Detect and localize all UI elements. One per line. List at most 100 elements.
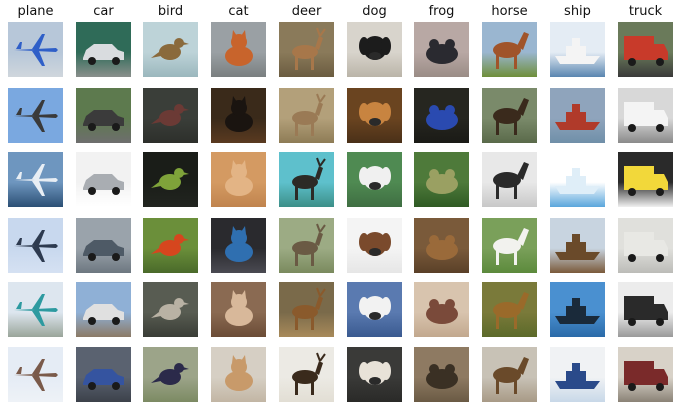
- frog-image-1: [414, 22, 469, 77]
- plane-image-6: [8, 347, 63, 402]
- bird-image-1: [143, 22, 198, 77]
- bird-icon: [151, 363, 189, 385]
- car-icon: [83, 304, 124, 325]
- truck-image-4: [618, 218, 673, 273]
- airplane-icon: [14, 164, 58, 196]
- car-icon: [83, 44, 124, 65]
- car-icon: [83, 110, 124, 131]
- cat-image-2: [211, 88, 266, 143]
- frog-image-2: [414, 88, 469, 143]
- cat-image-4: [211, 218, 266, 273]
- plane-image-3: [8, 152, 63, 207]
- dog-icon: [359, 232, 391, 256]
- horse-icon: [493, 292, 529, 329]
- horse-icon: [493, 228, 529, 265]
- dog-icon: [359, 166, 391, 190]
- deer-image-4: [279, 218, 334, 273]
- deer-image-3: [279, 152, 334, 207]
- ship-icon: [555, 234, 600, 260]
- car-image-6: [76, 347, 131, 402]
- bird-icon: [151, 298, 189, 320]
- column-header-bird: bird: [157, 4, 184, 19]
- bird-icon: [151, 104, 189, 126]
- horse-image-6: [482, 347, 537, 402]
- deer-icon: [292, 287, 326, 330]
- column-header-deer: deer: [291, 4, 322, 19]
- deer-image-1: [279, 22, 334, 77]
- car-image-4: [76, 218, 131, 273]
- plane-image-1: [8, 22, 63, 77]
- airplane-icon: [14, 34, 58, 66]
- column-header-frog: frog: [428, 4, 455, 19]
- ship-icon: [555, 363, 600, 389]
- horse-image-5: [482, 282, 537, 337]
- truck-icon: [624, 36, 668, 66]
- dog-icon: [359, 36, 391, 60]
- cat-icon: [225, 30, 253, 66]
- ship-icon: [555, 168, 600, 194]
- truck-icon: [624, 232, 668, 262]
- car-image-5: [76, 282, 131, 337]
- deer-image-6: [279, 347, 334, 402]
- dog-image-6: [347, 347, 402, 402]
- bird-image-5: [143, 282, 198, 337]
- bird-image-6: [143, 347, 198, 402]
- frog-icon: [426, 235, 458, 260]
- cat-image-3: [211, 152, 266, 207]
- horse-icon: [493, 357, 529, 394]
- column-header-cat: cat: [228, 4, 249, 19]
- frog-image-6: [414, 347, 469, 402]
- plane-image-5: [8, 282, 63, 337]
- frog-icon: [426, 364, 458, 389]
- horse-image-2: [482, 88, 537, 143]
- deer-image-2: [279, 88, 334, 143]
- column-header-plane: plane: [17, 4, 54, 19]
- car-icon: [83, 369, 124, 390]
- cat-image-6: [211, 347, 266, 402]
- horse-icon: [493, 98, 529, 135]
- ship-image-3: [550, 152, 605, 207]
- frog-icon: [426, 169, 458, 194]
- horse-image-3: [482, 152, 537, 207]
- car-image-1: [76, 22, 131, 77]
- frog-icon: [426, 105, 458, 130]
- plane-image-2: [8, 88, 63, 143]
- cat-icon: [225, 290, 253, 326]
- ship-icon: [555, 298, 600, 324]
- truck-image-5: [618, 282, 673, 337]
- frog-icon: [426, 39, 458, 64]
- bird-icon: [151, 38, 189, 60]
- horse-image-4: [482, 218, 537, 273]
- deer-icon: [292, 223, 326, 266]
- bird-image-4: [143, 218, 198, 273]
- plane-image-4: [8, 218, 63, 273]
- truck-icon: [624, 102, 668, 132]
- cat-icon: [225, 96, 253, 132]
- cat-icon: [225, 355, 253, 391]
- horse-image-1: [482, 22, 537, 77]
- dog-image-4: [347, 218, 402, 273]
- deer-icon: [292, 93, 326, 136]
- column-header-truck: truck: [628, 4, 663, 19]
- cat-image-1: [211, 22, 266, 77]
- airplane-icon: [14, 294, 58, 326]
- deer-image-5: [279, 282, 334, 337]
- dog-image-1: [347, 22, 402, 77]
- deer-icon: [292, 352, 326, 395]
- ship-image-6: [550, 347, 605, 402]
- truck-image-2: [618, 88, 673, 143]
- dog-image-2: [347, 88, 402, 143]
- column-header-ship: ship: [564, 4, 591, 19]
- column-header-horse: horse: [491, 4, 528, 19]
- car-icon: [83, 174, 124, 195]
- dog-icon: [359, 296, 391, 320]
- ship-image-5: [550, 282, 605, 337]
- ship-image-4: [550, 218, 605, 273]
- dog-icon: [359, 361, 391, 385]
- bird-image-3: [143, 152, 198, 207]
- frog-image-3: [414, 152, 469, 207]
- column-header-car: car: [93, 4, 114, 19]
- airplane-icon: [14, 100, 58, 132]
- bird-image-2: [143, 88, 198, 143]
